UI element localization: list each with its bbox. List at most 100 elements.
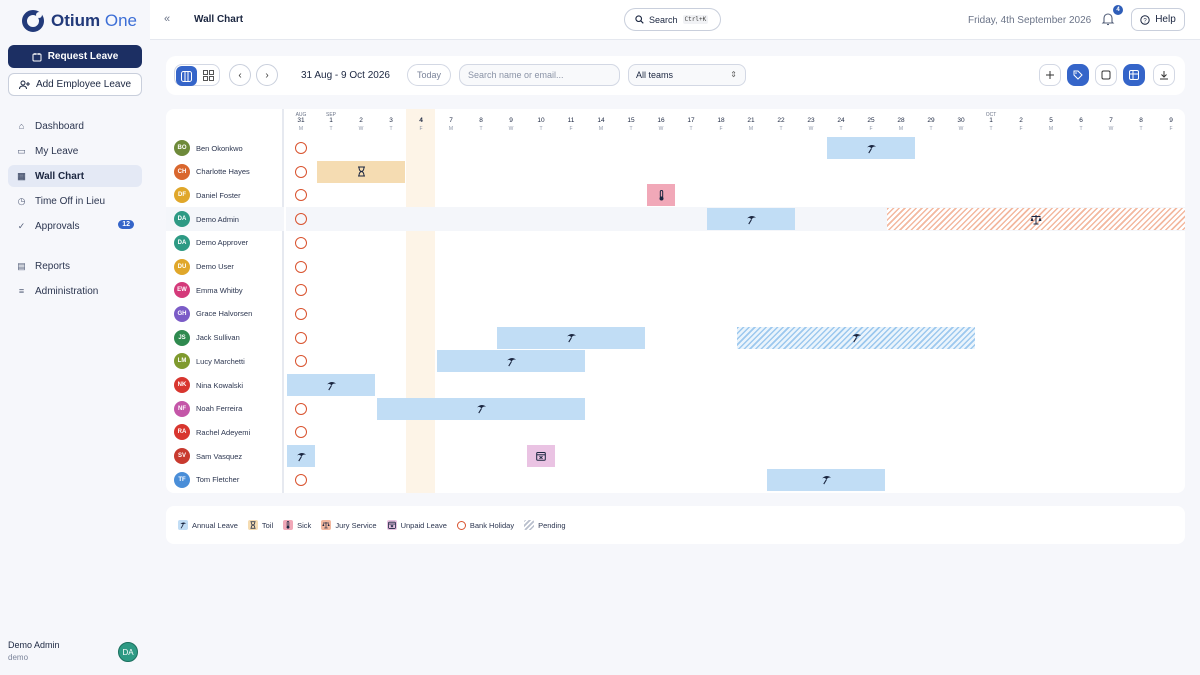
previous-period-button[interactable]: ‹	[229, 64, 251, 86]
employee-row[interactable]: TF Tom Fletcher	[166, 469, 284, 491]
bank-holiday-marker[interactable]	[295, 260, 307, 273]
nav-approvals[interactable]: ✓ Approvals 12	[8, 215, 142, 237]
day-header[interactable]: 30 W	[946, 109, 976, 132]
day-header[interactable]: 10 T	[526, 109, 556, 132]
app-logo[interactable]: Otium One	[22, 10, 137, 32]
employee-row[interactable]: BO Ben Okonkwo	[166, 137, 284, 159]
annual-leave-bar[interactable]	[827, 137, 915, 159]
timeline-view-button[interactable]	[176, 66, 197, 86]
annual-leave-bar[interactable]	[287, 445, 315, 468]
bank-holiday-marker[interactable]	[295, 473, 307, 486]
employee-row[interactable]: DA Demo Approver	[166, 232, 284, 254]
day-header[interactable]: AUG 31 M	[286, 109, 316, 132]
name-search-input[interactable]: Search name or email...	[459, 64, 620, 86]
annual-leave-bar[interactable]	[437, 350, 585, 373]
bank-holiday-marker[interactable]	[295, 236, 307, 249]
bank-holiday-marker[interactable]	[295, 142, 307, 154]
help-button[interactable]: ? Help	[1131, 8, 1185, 31]
bank-holiday-marker[interactable]	[295, 355, 307, 368]
annual-leave-bar[interactable]	[377, 397, 585, 420]
day-header[interactable]: 29 T	[916, 109, 946, 132]
day-header[interactable]: 16 W	[646, 109, 676, 132]
request-leave-button[interactable]: Request Leave	[8, 45, 142, 68]
day-header[interactable]: 24 T	[826, 109, 856, 132]
bank-holiday-marker[interactable]	[295, 213, 307, 226]
jury-leave-bar[interactable]	[887, 208, 1185, 231]
employee-row[interactable]: SV Sam Vasquez	[166, 445, 284, 467]
employee-row[interactable]: LM Lucy Marchetti	[166, 350, 284, 372]
current-user[interactable]: Demo Admin demo DA	[8, 640, 142, 662]
bank-holiday-marker[interactable]	[295, 189, 307, 202]
grid-view-button[interactable]	[198, 65, 219, 85]
bell-icon[interactable]	[1101, 12, 1115, 26]
today-button[interactable]: Today	[407, 64, 451, 86]
nav-wall-chart[interactable]: ▦ Wall Chart	[8, 165, 142, 187]
select-area-button[interactable]	[1095, 64, 1117, 86]
day-header[interactable]: 14 M	[586, 109, 616, 132]
day-header[interactable]: 22 T	[766, 109, 796, 132]
table-view-button[interactable]	[1123, 64, 1145, 86]
unpaid-leave-bar[interactable]	[527, 445, 555, 468]
expand-button[interactable]	[1039, 64, 1061, 86]
bank-holiday-marker[interactable]	[295, 307, 307, 320]
sick-leave-bar[interactable]	[647, 184, 675, 207]
day-header[interactable]: 28 M	[886, 109, 916, 132]
day-header[interactable]: 23 W	[796, 109, 826, 132]
employee-row[interactable]: CH Charlotte Hayes	[166, 161, 284, 183]
employee-row[interactable]: RA Rachel Adeyemi	[166, 421, 284, 443]
team-select[interactable]: All teams ⇕	[628, 64, 746, 86]
employee-row[interactable]: GH Grace Halvorsen	[166, 303, 284, 325]
tag-filter-button[interactable]	[1067, 64, 1089, 86]
employee-row[interactable]: NK Nina Kowalski	[166, 374, 284, 396]
pending-leave-bar[interactable]	[737, 326, 975, 349]
day-header[interactable]: 15 T	[616, 109, 646, 132]
nav-dashboard[interactable]: ⌂ Dashboard	[8, 115, 142, 137]
annual-leave-bar[interactable]	[287, 374, 375, 396]
employee-row[interactable]: DF Daniel Foster	[166, 184, 284, 206]
bank-holiday-marker[interactable]	[295, 426, 307, 439]
day-header[interactable]: 18 F	[706, 109, 736, 132]
legend-item-pending: Pending	[524, 520, 566, 530]
nav-time-off-in-lieu[interactable]: ◷ Time Off in Lieu	[8, 190, 142, 212]
employee-row[interactable]: DU Demo User	[166, 256, 284, 278]
download-button[interactable]	[1153, 64, 1175, 86]
employee-row[interactable]: JS Jack Sullivan	[166, 327, 284, 349]
day-header[interactable]: 11 F	[556, 109, 586, 132]
collapse-sidebar-icon[interactable]: «	[164, 13, 171, 25]
toil-leave-bar[interactable]	[317, 160, 405, 183]
bank-holiday-marker[interactable]	[295, 331, 307, 344]
nav-my-leave[interactable]: ▭ My Leave	[8, 140, 142, 162]
bank-holiday-marker[interactable]	[295, 402, 307, 415]
day-header[interactable]: 25 F	[856, 109, 886, 132]
next-period-button[interactable]: ›	[256, 64, 278, 86]
nav-reports[interactable]: ▤ Reports	[8, 255, 142, 277]
day-header[interactable]: SEP 1 T	[316, 109, 346, 132]
day-header[interactable]: OCT 1 T	[976, 109, 1006, 132]
annual-leave-bar[interactable]	[707, 208, 795, 231]
day-header[interactable]: 21 M	[736, 109, 766, 132]
annual-leave-bar[interactable]	[497, 326, 645, 349]
global-search-button[interactable]: Search Ctrl+K	[624, 8, 721, 31]
bank-holiday-marker[interactable]	[295, 284, 307, 297]
employee-row[interactable]: NF Noah Ferreira	[166, 398, 284, 420]
nav-administration[interactable]: ≡ Administration	[8, 280, 142, 302]
avatar[interactable]: DA	[118, 642, 138, 662]
annual-leave-bar[interactable]	[767, 468, 885, 491]
employee-row[interactable]: DA Demo Admin	[166, 208, 284, 230]
add-employee-leave-button[interactable]: Add Employee Leave	[8, 73, 142, 96]
bank-holiday-marker[interactable]	[295, 165, 307, 178]
day-header[interactable]: 17 T	[676, 109, 706, 132]
employee-row[interactable]: EW Emma Whitby	[166, 279, 284, 301]
